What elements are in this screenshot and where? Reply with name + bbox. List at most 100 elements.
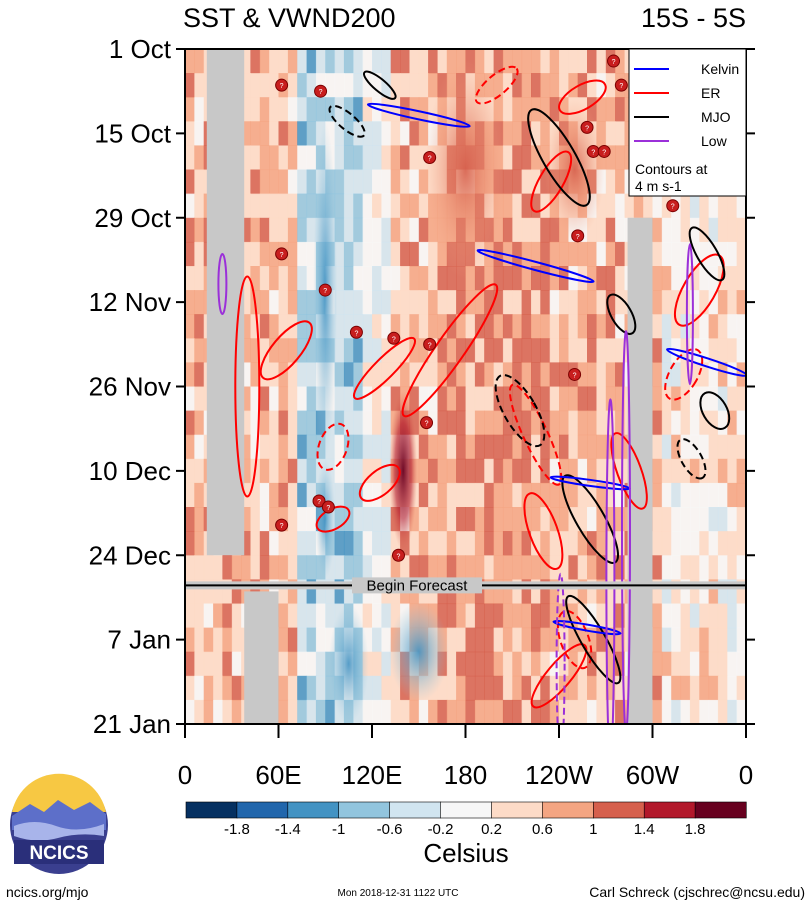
sst-cell [568,290,579,315]
sst-cell [596,675,607,701]
sst-cell [306,603,317,629]
sst-cell [428,458,438,484]
contour-er [664,348,704,401]
sst-cell [727,579,738,605]
sst-cell [390,314,401,339]
sst-cell [727,555,738,580]
contour-er [556,610,593,670]
sst-cell [287,193,298,219]
sst-cell [549,555,560,580]
sst-cell [287,266,298,291]
sst-cell [540,410,551,436]
sst-cell [689,482,700,508]
sst-cell [596,434,607,460]
sst-cell [615,434,625,460]
sst-cell [297,290,308,315]
sst-cell [484,49,495,74]
sst-cell [521,169,532,195]
sst-cell [484,434,495,460]
storm-marker: ? [420,416,434,430]
sst-cell [325,434,336,460]
sst-cell [343,507,354,532]
sst-cell [559,73,569,98]
sst-cell [699,193,710,219]
sst-cell [437,338,448,363]
sst-cell [250,121,261,146]
sst-cell [456,651,466,677]
sst-cell [502,482,513,508]
sst-cell [512,217,523,243]
sst-cell [241,217,251,243]
sst-cell [615,386,625,412]
sst-cell [390,290,401,315]
sst-cell [362,386,373,412]
sst-cell [661,603,672,629]
sst-cell [717,362,728,388]
storm-marker: ? [275,518,289,532]
sst-cell [717,434,728,460]
sst-cell [689,386,700,412]
x-tick-label: 0 [178,760,192,790]
sst-cell [269,145,279,171]
sst-cell [306,531,317,556]
sst-cell [652,386,663,412]
sst-cell [559,386,569,412]
sst-cell [689,507,700,532]
sst-cell [334,338,345,363]
legend: Kelvin ER MJO Low Contours at 4 m s-1 [628,48,747,197]
sst-cell [297,169,308,195]
colorbar-tick-label: 1 [589,821,597,838]
sst-cell [353,49,364,74]
sst-cell [727,193,738,219]
sst-cell [652,507,663,532]
sst-cell [577,458,588,484]
sst-cell [287,217,298,243]
sst-cell [708,193,719,219]
sst-cell [689,362,700,388]
sst-cell [708,314,719,339]
sst-cell [278,531,289,556]
sst-cell [493,531,504,556]
sst-cell [315,675,326,701]
sst-cell [362,193,373,219]
sst-cell [353,458,364,484]
sst-cell [325,73,336,98]
sst-cell [362,145,373,171]
sst-cell [540,458,551,484]
sst-cell [456,410,466,436]
sst-cell [278,266,289,291]
sst-cell [587,314,597,339]
sst-cell [456,314,466,339]
sst-cell [446,290,457,315]
storm-marker: ? [571,229,585,243]
sst-cell [540,603,551,629]
sst-cell [680,603,691,629]
x-tick-label: 60W [626,760,680,790]
sst-cell [306,675,317,701]
sst-cell [362,266,373,291]
sst-cell [531,193,541,219]
sst-cell [269,338,279,363]
sst-cell [278,217,289,243]
sst-cell [353,338,364,363]
sst-cell [418,531,429,556]
sst-cell [372,482,382,508]
sst-cell [185,97,195,122]
sst-cell [185,121,195,146]
sst-cell [512,434,523,460]
sst-cell [615,193,625,219]
sst-cell [343,169,354,195]
sst-cell [736,482,746,508]
x-tick-label: 0 [739,760,753,790]
sst-cell [736,434,746,460]
contour-er [530,150,573,213]
sst-cell [652,579,663,605]
sst-cell [596,73,607,98]
sst-cell [231,579,242,605]
sst-cell [736,531,746,556]
sst-cell [456,603,466,629]
sst-cell [241,145,251,171]
sst-cell [605,675,616,701]
sst-cell [259,49,270,74]
sst-cell [446,627,457,653]
